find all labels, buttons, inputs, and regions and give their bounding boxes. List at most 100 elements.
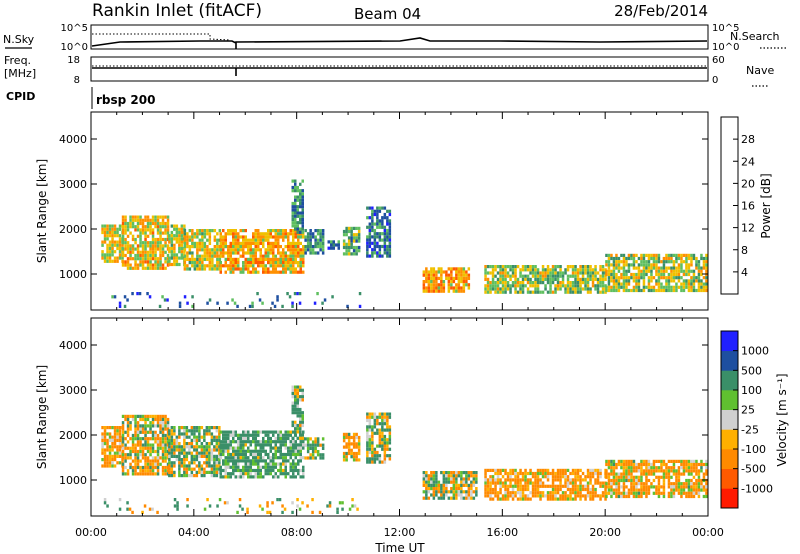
heatmap-cell	[539, 494, 542, 498]
heatmap-cell	[462, 283, 466, 287]
heatmap-cell	[156, 237, 160, 242]
heatmap-cell	[151, 250, 155, 254]
heatmap-cell	[594, 471, 597, 476]
heatmap-cell	[292, 264, 295, 268]
heatmap-cell	[566, 290, 570, 294]
heatmap-cell	[650, 285, 653, 289]
heatmap-cell	[136, 433, 140, 438]
heatmap-cell	[129, 263, 132, 267]
heatmap-cell	[381, 254, 384, 258]
heatmap-cell	[620, 494, 623, 499]
y-tick-label: 3000	[59, 384, 87, 397]
heatmap-cell	[244, 229, 247, 233]
heatmap-cell	[460, 477, 463, 481]
heatmap-cell	[607, 263, 611, 267]
heatmap-cell	[605, 269, 608, 273]
heatmap-cell	[149, 446, 152, 450]
heatmap-cell	[378, 422, 382, 426]
heatmap-cell	[229, 443, 232, 447]
heatmap-cell	[475, 477, 478, 481]
heatmap-cell	[219, 270, 222, 274]
heatmap-cell	[589, 287, 592, 291]
heatmap-cell	[224, 251, 227, 255]
heatmap-cell	[301, 395, 304, 399]
heatmap-cell	[462, 276, 466, 280]
heatmap-cell	[166, 257, 170, 261]
heatmap-cell	[516, 497, 520, 501]
heatmap-cell	[366, 418, 369, 423]
heatmap-cell	[457, 267, 461, 271]
heatmap-cell	[625, 475, 628, 479]
heatmap-cell	[136, 228, 140, 232]
heatmap-cell	[156, 469, 160, 473]
power-colorbar-label: Power [dB]	[759, 173, 773, 238]
heatmap-cell	[234, 440, 237, 444]
heatmap-cell	[371, 412, 374, 416]
heatmap-cell	[376, 244, 379, 249]
heatmap-cell	[371, 447, 374, 451]
heatmap-cell	[642, 491, 646, 495]
heatmap-cell	[680, 488, 683, 492]
heatmap-cell	[685, 462, 688, 467]
heatmap-cell	[519, 287, 522, 291]
heatmap-cell	[561, 471, 565, 476]
heatmap-cell	[514, 491, 517, 495]
heatmap-cell	[675, 260, 678, 264]
heatmap-cell	[201, 248, 204, 252]
heatmap-cell	[218, 435, 221, 439]
heatmap-cell	[386, 244, 389, 249]
heatmap-cell	[296, 395, 299, 399]
nsky-label: N.Sky	[3, 33, 35, 46]
heatmap-cell	[247, 449, 250, 453]
heatmap-cell	[311, 446, 315, 450]
heatmap-cell	[191, 254, 194, 258]
heatmap-cell	[116, 461, 119, 465]
heatmap-cell	[347, 229, 351, 234]
heatmap-cell	[151, 472, 155, 476]
heatmap-cell	[647, 263, 651, 267]
heatmap-cell	[630, 478, 633, 483]
heatmap-cell	[276, 295, 279, 299]
heatmap-cell	[368, 206, 372, 210]
heatmap-cell	[111, 435, 114, 439]
heatmap-cell	[106, 234, 109, 238]
heatmap-cell	[292, 446, 295, 450]
heatmap-cell	[450, 286, 453, 290]
heatmap-cell	[430, 286, 433, 290]
heatmap-cell	[244, 245, 247, 249]
heatmap-cell	[647, 282, 651, 286]
heatmap-cell	[314, 450, 317, 454]
heatmap-cell	[124, 237, 127, 242]
heatmap-cell	[368, 241, 372, 245]
heatmap-cell	[191, 264, 194, 268]
heatmap-cell	[635, 288, 638, 293]
heatmap-cell	[682, 272, 686, 277]
heatmap-cell	[546, 494, 550, 498]
heatmap-cell	[237, 462, 240, 466]
heatmap-cell	[491, 481, 495, 485]
heatmap-cell	[569, 265, 572, 269]
heatmap-cell	[297, 261, 300, 265]
heatmap-cell	[571, 497, 575, 501]
heatmap-cell	[129, 250, 132, 254]
heatmap-cell	[551, 475, 555, 479]
heatmap-cell	[591, 484, 595, 488]
heatmap-cell	[229, 264, 232, 268]
heatmap-cell	[201, 264, 204, 268]
heatmap-cell	[442, 487, 446, 491]
heatmap-cell	[193, 261, 197, 265]
heatmap-cell	[154, 414, 157, 418]
heatmap-cell	[347, 432, 351, 436]
heatmap-cell	[271, 501, 274, 505]
heatmap-cell	[702, 282, 706, 286]
heatmap-cell	[244, 257, 247, 261]
heatmap-cell	[640, 253, 643, 257]
heatmap-cell	[254, 433, 257, 437]
heatmap-cell	[113, 224, 117, 228]
heatmap-cell	[213, 445, 216, 449]
heatmap-cell	[514, 475, 517, 479]
heatmap-cell	[124, 218, 127, 222]
heatmap-cell	[376, 241, 379, 245]
heatmap-cell	[229, 459, 232, 463]
